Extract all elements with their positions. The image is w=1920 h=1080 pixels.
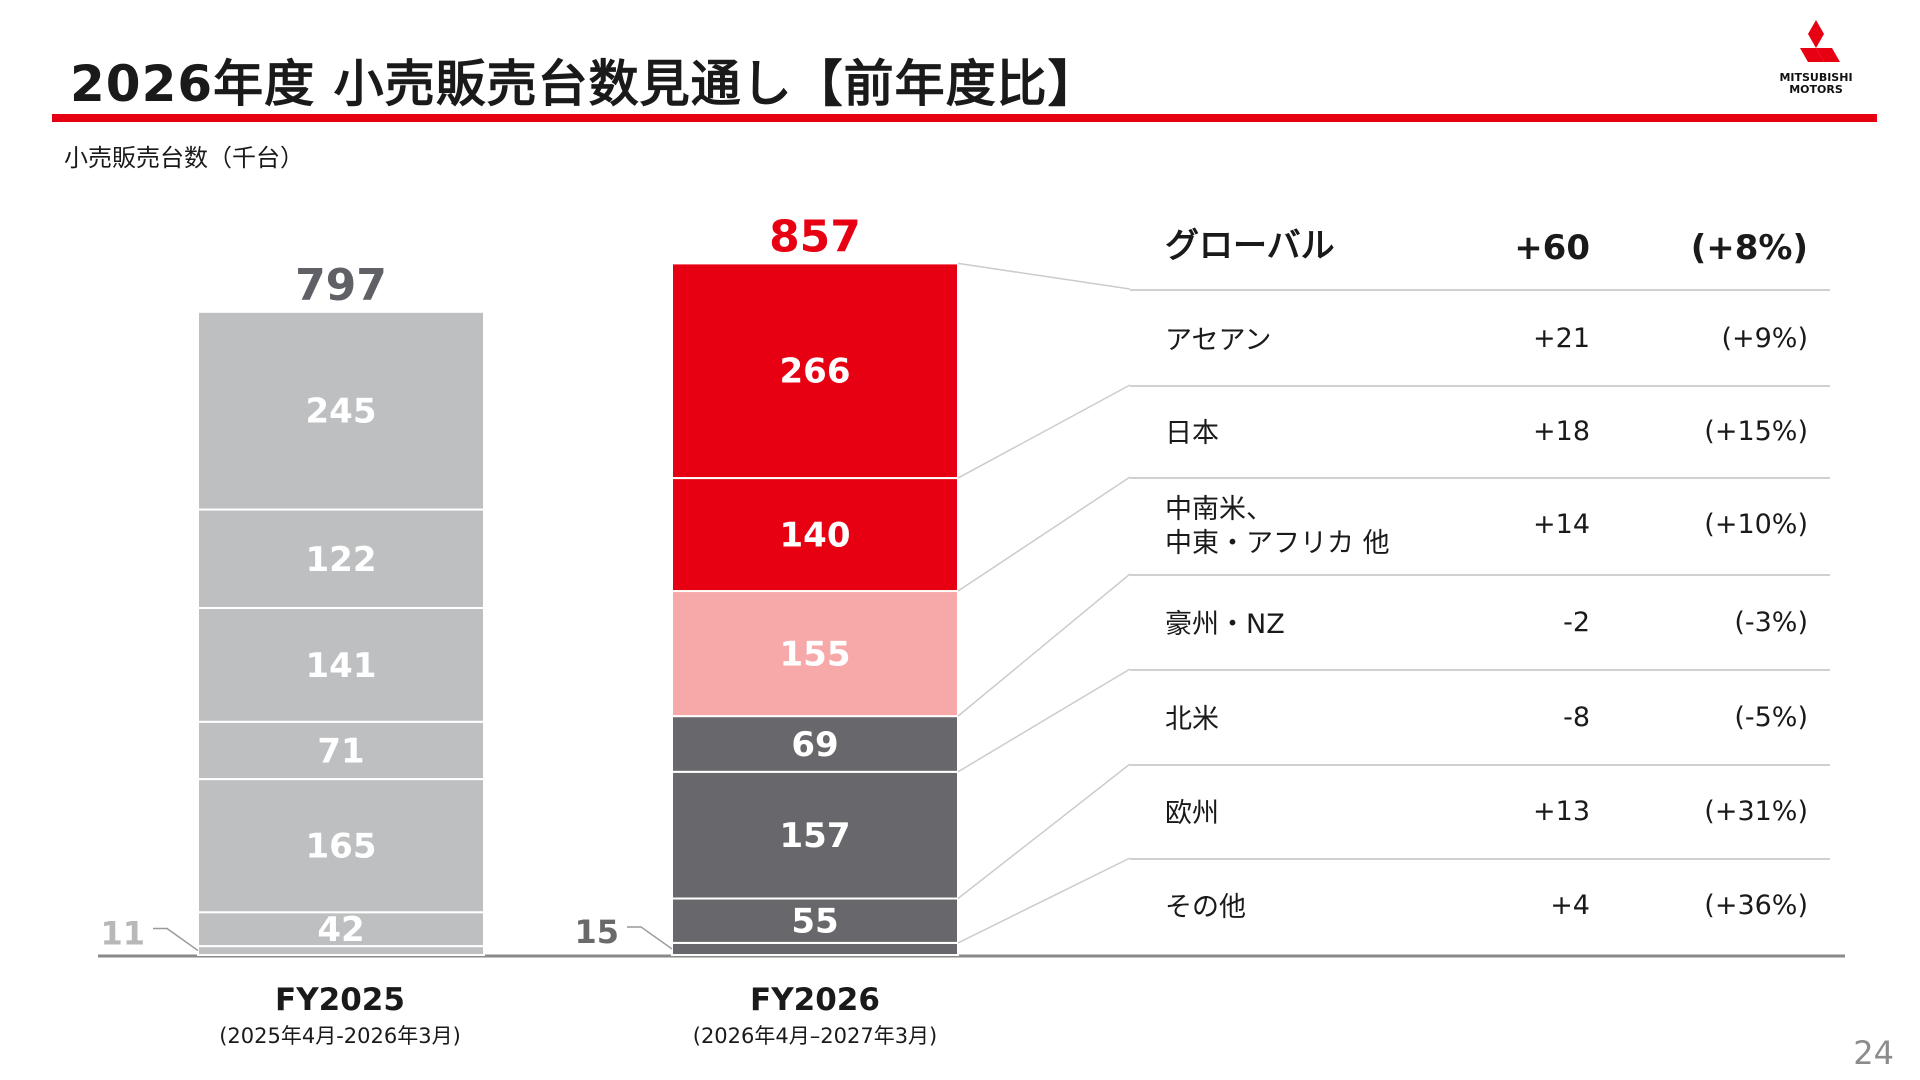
bar-segment	[197, 606, 485, 723]
unit-label: 小売販売台数（千台）	[64, 144, 304, 172]
segment-value-label: 55	[791, 902, 838, 942]
region-diff: -2	[1563, 607, 1590, 638]
region-label: 豪州・NZ	[1165, 609, 1285, 640]
table-separator	[1130, 858, 1830, 860]
page-title: 2026年度 小売販売台数見通し【前年度比】	[70, 55, 1099, 113]
region-pct: (-5%)	[1734, 702, 1808, 733]
region-diff: -8	[1563, 702, 1590, 733]
segment-value-label: 141	[306, 646, 377, 686]
table-separator	[1130, 289, 1830, 291]
region-diff: +14	[1533, 509, 1590, 540]
region-label: 欧州	[1165, 798, 1219, 829]
region-diff: +21	[1533, 323, 1590, 354]
leader-line	[627, 926, 673, 950]
region-pct: (+9%)	[1721, 323, 1808, 354]
connector-line	[957, 763, 1131, 900]
segment-value-label: 165	[306, 827, 377, 867]
connector-line	[957, 668, 1131, 773]
bar-segment	[671, 715, 959, 773]
category-label-fy2025: FY2025 (2025年4月-2026年3月)	[170, 982, 510, 1050]
region-diff: +4	[1550, 890, 1590, 921]
connector-line	[957, 573, 1131, 717]
segment-value-label: 42	[317, 910, 364, 950]
bar-segment	[197, 508, 485, 609]
table-separator	[1130, 477, 1830, 479]
bar-total-label: 797	[295, 260, 387, 311]
region-pct: (+36%)	[1704, 890, 1808, 921]
region-pct: (+31%)	[1704, 796, 1808, 827]
segment-value-label: 71	[317, 731, 364, 771]
segment-value-label: 266	[780, 352, 851, 392]
category-period: (2026年4月–2027年3月)	[692, 1024, 938, 1048]
bar-segment	[197, 720, 485, 781]
region-pct: (+15%)	[1704, 416, 1808, 447]
region-label-line2: 中東・アフリカ 他	[1165, 528, 1390, 559]
region-pct: (-3%)	[1734, 607, 1808, 638]
region-label: 日本	[1165, 418, 1219, 449]
table-separator	[1130, 574, 1830, 576]
region-label: アセアン	[1165, 325, 1272, 356]
small-segment-label: 15	[574, 913, 619, 951]
connector-line	[957, 384, 1131, 479]
bar-segment	[671, 897, 959, 944]
small-segment-label: 11	[100, 915, 145, 953]
global-diff: +60	[1514, 228, 1590, 268]
category-period: (2025年4月-2026年3月)	[219, 1024, 461, 1048]
global-pct: (+8%)	[1690, 228, 1808, 268]
bar-segment	[197, 310, 485, 511]
bar-segment	[671, 262, 959, 480]
region-label-line1: 中南米、	[1165, 494, 1273, 525]
segment-value-label: 245	[306, 392, 377, 432]
table-separator	[1130, 764, 1830, 766]
logo-text-line2: MOTORS	[1789, 83, 1843, 96]
category-name: FY2025	[275, 982, 405, 1018]
segment-value-label: 122	[306, 540, 377, 580]
segment-value-label: 140	[780, 516, 851, 556]
bar-segment	[197, 778, 485, 914]
connector-line	[957, 476, 1131, 592]
mitsubishi-logo: MITSUBISHI MOTORS	[1778, 18, 1854, 98]
segment-value-label: 69	[791, 725, 838, 765]
connector-line	[957, 857, 1131, 944]
segment-value-label: 157	[780, 816, 851, 856]
region-label: 北米	[1165, 704, 1219, 735]
segment-value-label: 155	[780, 635, 851, 675]
bar-segment	[197, 911, 485, 948]
category-label-fy2026: FY2026 (2026年4月–2027年3月)	[645, 982, 985, 1050]
global-label: グローバル	[1165, 226, 1335, 266]
region-pct: (+10%)	[1704, 509, 1808, 540]
region-diff: +18	[1533, 416, 1590, 447]
bar-segment	[671, 477, 959, 593]
bar-segment	[671, 941, 959, 957]
logo-text-line1: MITSUBISHI	[1779, 71, 1853, 84]
three-diamonds-icon	[1800, 20, 1840, 62]
page-number: 24	[1853, 1034, 1894, 1072]
region-diff: +13	[1533, 796, 1590, 827]
bar-segment	[671, 770, 959, 900]
region-label: その他	[1165, 892, 1246, 923]
title-underline	[52, 114, 1877, 122]
connector-line	[957, 262, 1131, 290]
leader-line	[153, 927, 199, 952]
table-separator	[1130, 669, 1830, 671]
category-name: FY2026	[750, 982, 880, 1018]
bar-total-label: 857	[769, 211, 861, 262]
table-separator	[1130, 385, 1830, 387]
